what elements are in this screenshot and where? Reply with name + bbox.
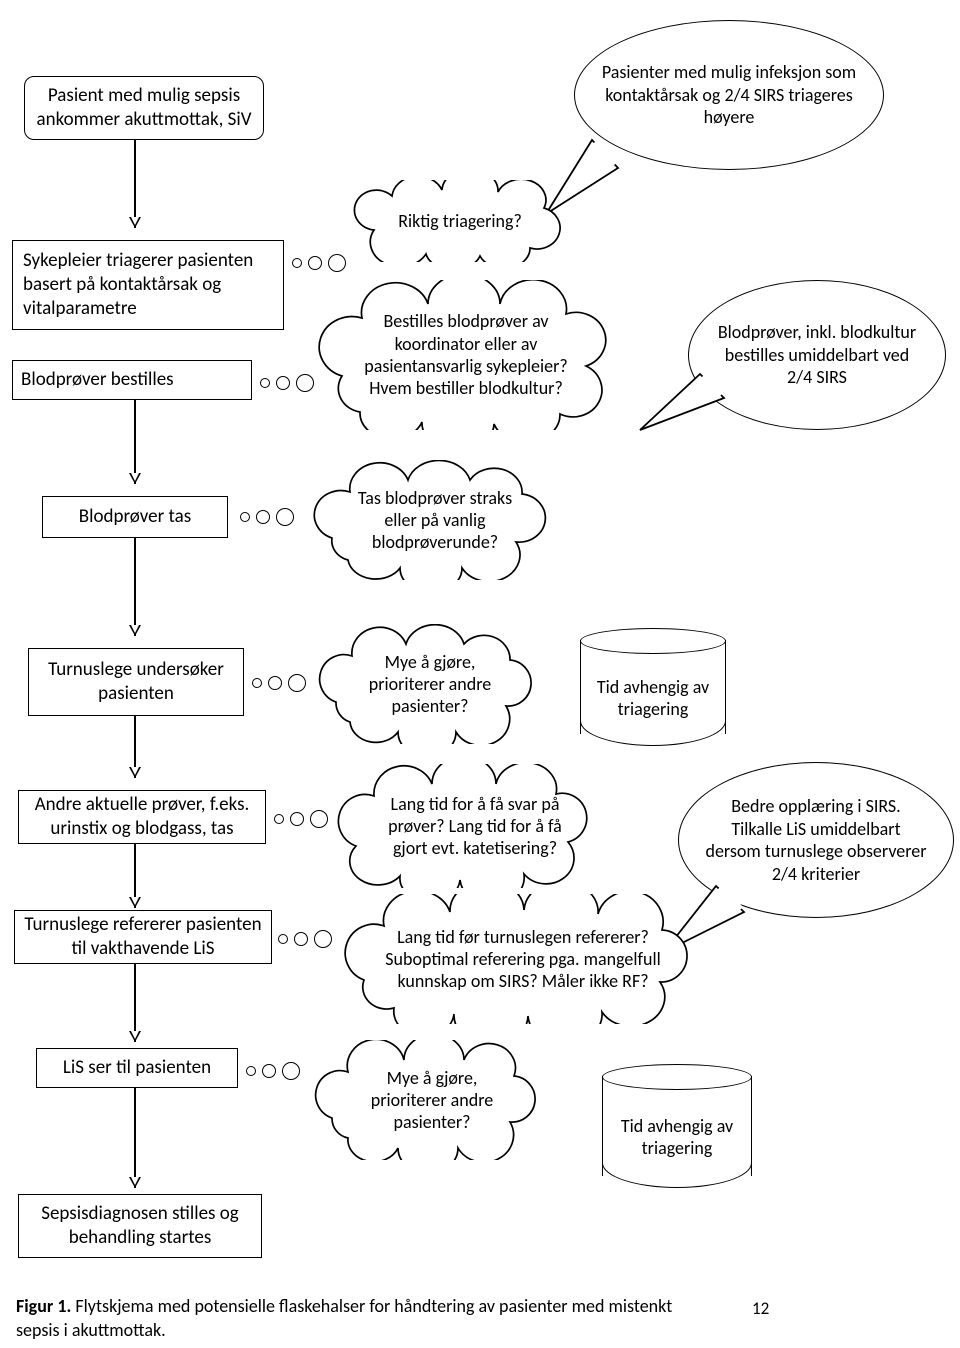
cylinder-text: Tid avhengig av triagering xyxy=(612,1115,742,1160)
cloud-text: Mye å gjøre, prioriterer andre pasienter… xyxy=(369,651,491,718)
flowchart-stage: Pasient med mulig sepsis ankommer akuttm… xyxy=(0,0,960,1348)
cloud-text: Riktig triagering? xyxy=(398,210,522,232)
process-text: Turnuslege undersøker pasienten xyxy=(37,658,235,706)
process-text: Pasient med mulig sepsis ankommer akuttm… xyxy=(33,84,255,132)
cylinder-d1: Tid avhengig av triagering xyxy=(580,628,726,746)
thought-cloud-c5: Lang tid for å få svar på prøver? Lang t… xyxy=(322,764,628,888)
cylinder-text: Tid avhengig av triagering xyxy=(590,676,716,721)
process-text: LiS ser til pasienten xyxy=(63,1056,211,1080)
process-box-p7: Turnuslege refererer pasienten til vakth… xyxy=(14,910,272,964)
thought-cloud-c2: Bestilles blodprøver av koordinator elle… xyxy=(306,280,626,430)
thought-cloud-c7: Mye å gjøre, prioriterer andre pasienter… xyxy=(302,1040,562,1160)
arrow xyxy=(134,140,136,228)
process-text: Blodprøver bestilles xyxy=(21,368,174,392)
caption-text: Flytskjema med potensielle flaskehalser … xyxy=(16,1295,672,1341)
thought-cloud-c1: Riktig triagering? xyxy=(344,180,576,262)
figure-caption: Figur 1. Flytskjema med potensielle flas… xyxy=(16,1294,696,1343)
process-text: Sepsisdiagnosen stilles og behandling st… xyxy=(27,1202,253,1250)
process-box-p6: Andre aktuelle prøver, f.eks. urinstix o… xyxy=(18,790,266,844)
process-box-p1: Pasient med mulig sepsis ankommer akuttm… xyxy=(24,76,264,140)
thought-trail-icon xyxy=(252,674,306,692)
thought-trail-icon xyxy=(292,254,346,272)
cloud-text: Tas blodprøver straks eller på vanlig bl… xyxy=(358,487,512,554)
thought-cloud-c4: Mye å gjøre, prioriterer andre pasienter… xyxy=(306,624,554,744)
process-box-p2: Sykepleier triagerer pasienten basert på… xyxy=(12,240,284,330)
arrow xyxy=(134,1088,136,1188)
speech-tail-icon xyxy=(636,370,736,440)
arrow xyxy=(134,538,136,636)
process-box-p8: LiS ser til pasienten xyxy=(36,1048,238,1088)
process-box-p4: Blodprøver tas xyxy=(42,496,228,538)
speech-text: Blodprøver, inkl. blodkultur bestilles u… xyxy=(715,321,919,389)
cloud-text: Mye å gjøre, prioriterer andre pasienter… xyxy=(371,1067,493,1134)
speech-text: Bedre opplæring i SIRS. Tilkalle LiS umi… xyxy=(705,795,927,885)
cloud-text: Lang tid før turnuslegen refererer? Subo… xyxy=(385,926,660,993)
cloud-text: Bestilles blodprøver av koordinator elle… xyxy=(364,310,567,399)
thought-cloud-c3: Tas blodprøver straks eller på vanlig bl… xyxy=(300,460,570,580)
page-number: 12 xyxy=(752,1298,769,1319)
speech-text: Pasienter med mulig infeksjon som kontak… xyxy=(601,61,857,129)
caption-label: Figur 1. xyxy=(16,1295,71,1317)
process-box-p5: Turnuslege undersøker pasienten xyxy=(28,648,244,716)
process-text: Turnuslege refererer pasienten til vakth… xyxy=(23,913,263,961)
thought-cloud-c6: Lang tid før turnuslegen refererer? Subo… xyxy=(326,894,720,1024)
thought-trail-icon xyxy=(246,1062,300,1080)
process-text: Blodprøver tas xyxy=(79,505,191,529)
process-text: Sykepleier triagerer pasienten basert på… xyxy=(23,249,273,320)
process-box-p9: Sepsisdiagnosen stilles og behandling st… xyxy=(18,1194,262,1258)
process-text: Andre aktuelle prøver, f.eks. urinstix o… xyxy=(27,793,257,841)
thought-trail-icon xyxy=(240,508,294,526)
thought-trail-icon xyxy=(278,930,332,948)
cloud-text: Lang tid for å få svar på prøver? Lang t… xyxy=(388,793,562,860)
arrow xyxy=(134,400,136,484)
thought-trail-icon xyxy=(274,810,328,828)
cylinder-d2: Tid avhengig av triagering xyxy=(602,1064,752,1188)
process-box-p3: Blodprøver bestilles xyxy=(12,360,252,400)
